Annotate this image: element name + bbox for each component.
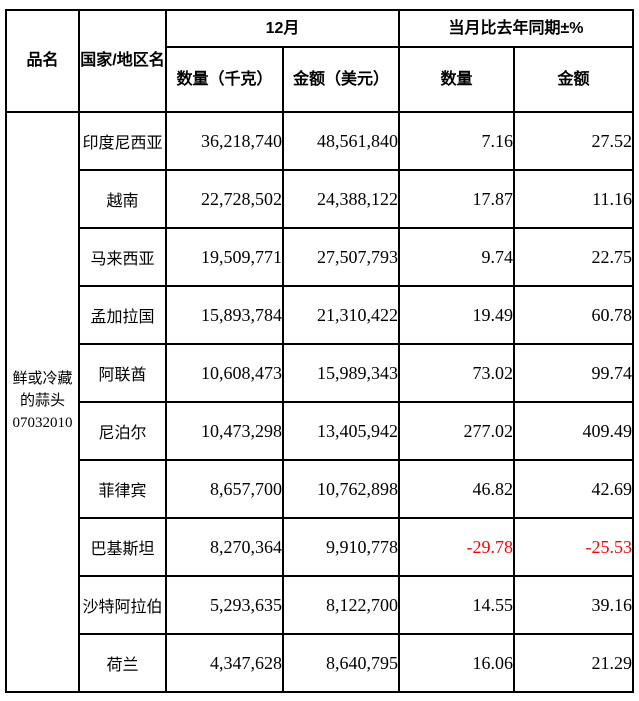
header-row-groups: 品名 国家/地区名 12月 当月比去年同期±% [5, 9, 634, 113]
table-row: 荷兰 4,347,628 8,640,795 16.06 21.29 [6, 633, 634, 693]
cell-qty: 5,293,635 [165, 575, 284, 635]
cell-amount: 21,310,422 [282, 285, 400, 345]
cell-country: 印度尼西亚 [78, 111, 167, 171]
cell-country: 孟加拉国 [78, 285, 167, 345]
table-row: 越南 22,728,502 24,388,122 17.87 11.16 [6, 169, 634, 229]
header-country: 国家/地区名 [78, 9, 167, 113]
table-row: 菲律宾 8,657,700 10,762,898 46.82 42.69 [6, 459, 634, 519]
header-qty-kg: 数量（千克） [165, 46, 284, 113]
cell-country: 马来西亚 [78, 227, 167, 287]
cell-amount-yoy: 409.49 [513, 401, 634, 461]
header-yoy-qty: 数量 [398, 46, 515, 113]
product-name-cell: 鲜或冷藏 的蒜头 07032010 [5, 111, 80, 693]
cell-country: 沙特阿拉伯 [78, 575, 167, 635]
cell-qty: 19,509,771 [165, 227, 284, 287]
cell-qty: 8,270,364 [165, 517, 284, 577]
product-name-line: 的蒜头 [19, 393, 65, 410]
cell-qty-yoy: -29.78 [398, 517, 515, 577]
cell-qty: 10,608,473 [165, 343, 284, 403]
cell-amount-yoy: 99.74 [513, 343, 634, 403]
cell-amount-yoy: 27.52 [513, 111, 634, 171]
table-row: 鲜或冷藏 的蒜头 07032010 印度尼西亚 36,218,740 48,56… [5, 111, 634, 693]
cell-amount: 10,762,898 [282, 459, 400, 519]
cell-amount: 15,989,343 [282, 343, 400, 403]
cell-country: 阿联酋 [78, 343, 167, 403]
cell-qty: 15,893,784 [165, 285, 284, 345]
cell-amount: 8,122,700 [282, 575, 400, 635]
header-row-subcolumns: 数量（千克） 金额（美元） 数量 金额 [6, 46, 634, 113]
cell-amount: 9,910,778 [282, 517, 400, 577]
cell-amount: 13,405,942 [282, 401, 400, 461]
header-month-group: 12月 [165, 9, 400, 48]
header-amount-usd: 金额（美元） [282, 46, 400, 113]
trade-statistics-table: 品名 国家/地区名 12月 当月比去年同期±% 数量（千克） 金额（美元） 数量… [5, 9, 634, 693]
header-product: 品名 [5, 9, 80, 113]
cell-qty-yoy: 9.74 [398, 227, 515, 287]
cell-qty: 36,218,740 [165, 111, 284, 171]
cell-qty-yoy: 16.06 [398, 633, 515, 693]
cell-country: 荷兰 [78, 633, 167, 693]
cell-country: 尼泊尔 [78, 401, 167, 461]
cell-amount-yoy: 21.29 [513, 633, 634, 693]
cell-amount-yoy: 60.78 [513, 285, 634, 345]
table-row: 尼泊尔 10,473,298 13,405,942 277.02 409.49 [6, 401, 634, 461]
cell-amount-yoy: 11.16 [513, 169, 634, 229]
cell-qty-yoy: 73.02 [398, 343, 515, 403]
cell-amount-yoy: 39.16 [513, 575, 634, 635]
cell-country: 巴基斯坦 [78, 517, 167, 577]
product-hs-code: 07032010 [12, 414, 73, 431]
cell-qty-yoy: 19.49 [398, 285, 515, 345]
cell-qty-yoy: 14.55 [398, 575, 515, 635]
product-name-line: 鲜或冷藏 [12, 371, 73, 388]
cell-qty-yoy: 7.16 [398, 111, 515, 171]
cell-amount-yoy: -25.53 [513, 517, 634, 577]
cell-amount: 8,640,795 [282, 633, 400, 693]
table-row: 巴基斯坦 8,270,364 9,910,778 -29.78 -25.53 [6, 517, 634, 577]
cell-country: 越南 [78, 169, 167, 229]
table-row: 孟加拉国 15,893,784 21,310,422 19.49 60.78 [6, 285, 634, 345]
cell-qty: 8,657,700 [165, 459, 284, 519]
cell-amount: 48,561,840 [282, 111, 400, 171]
cell-qty-yoy: 277.02 [398, 401, 515, 461]
table-row: 阿联酋 10,608,473 15,989,343 73.02 99.74 [6, 343, 634, 403]
cell-amount: 27,507,793 [282, 227, 400, 287]
cell-qty: 22,728,502 [165, 169, 284, 229]
cell-qty: 4,347,628 [165, 633, 284, 693]
cell-amount-yoy: 42.69 [513, 459, 634, 519]
cell-qty-yoy: 46.82 [398, 459, 515, 519]
cell-qty-yoy: 17.87 [398, 169, 515, 229]
cell-amount: 24,388,122 [282, 169, 400, 229]
header-yoy-amount: 金额 [513, 46, 634, 113]
header-yoy-group: 当月比去年同期±% [398, 9, 634, 48]
table-row: 马来西亚 19,509,771 27,507,793 9.74 22.75 [6, 227, 634, 287]
table-row: 沙特阿拉伯 5,293,635 8,122,700 14.55 39.16 [6, 575, 634, 635]
cell-amount-yoy: 22.75 [513, 227, 634, 287]
cell-country: 菲律宾 [78, 459, 167, 519]
cell-qty: 10,473,298 [165, 401, 284, 461]
